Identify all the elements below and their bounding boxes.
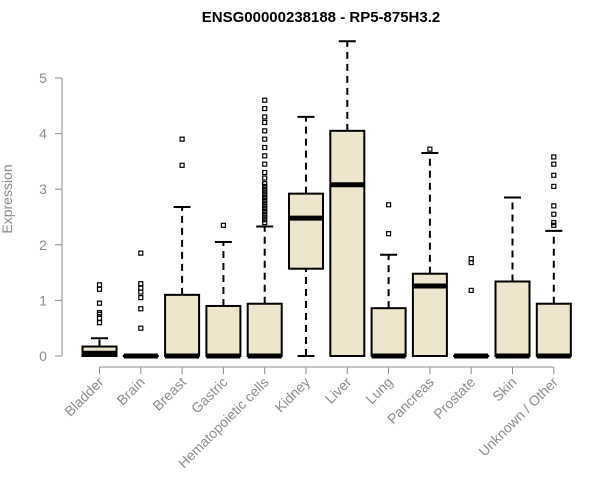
outlier-point	[386, 231, 392, 237]
outlier-point	[262, 97, 268, 103]
outlier-point	[468, 256, 474, 262]
box-group	[411, 146, 448, 358]
outlier-point	[262, 169, 268, 176]
outlier-point	[138, 306, 144, 312]
y-tick-label: 5	[39, 70, 47, 86]
outlier-point	[262, 114, 268, 120]
box-group	[122, 250, 159, 359]
x-tick-label: Kidney	[272, 374, 314, 416]
box	[164, 293, 201, 357]
plot-area	[81, 40, 572, 359]
y-axis: 0 1 2 3 4 5	[39, 70, 63, 364]
y-tick-label: 4	[39, 126, 47, 142]
outlier-point	[179, 162, 185, 168]
outlier-point	[262, 192, 268, 198]
outlier-point	[468, 287, 474, 293]
outlier-point	[262, 144, 268, 151]
outlier-point	[551, 219, 557, 226]
outlier-point	[262, 203, 268, 209]
x-tick-label: Breast	[149, 374, 189, 414]
outlier-point	[427, 146, 433, 152]
outlier-point	[551, 222, 557, 228]
x-tick-label: Lung	[362, 374, 395, 407]
box	[205, 304, 242, 357]
box-group	[81, 282, 118, 358]
box-group	[246, 97, 283, 359]
box-group	[164, 136, 201, 359]
outlier-point	[262, 186, 268, 192]
y-tick-label: 3	[39, 181, 47, 197]
outlier-point	[262, 206, 268, 212]
outlier-point	[262, 189, 268, 195]
y-tick-label: 0	[39, 348, 47, 364]
outlier-point	[262, 214, 268, 220]
outlier-point	[262, 219, 268, 226]
outlier-point	[262, 161, 268, 167]
outlier-point	[138, 295, 144, 301]
outlier-point	[262, 136, 268, 142]
x-tick-label: Brain	[113, 374, 147, 408]
outlier-point	[551, 203, 557, 209]
outlier-point	[96, 300, 103, 306]
box	[370, 307, 407, 357]
chart-title: ENSG00000238188 - RP5-875H3.2	[202, 9, 441, 26]
outlier-point	[551, 183, 557, 190]
outlier-point	[551, 154, 557, 160]
outlier-point	[138, 281, 144, 287]
outlier-point	[262, 119, 268, 126]
y-axis-label: Expression	[0, 164, 15, 233]
outlier-point	[262, 208, 268, 215]
outlier-point	[138, 250, 144, 256]
outlier-point	[262, 105, 268, 112]
box-group	[494, 196, 531, 359]
outlier-point	[551, 172, 557, 178]
outlier-point	[262, 153, 268, 159]
box	[288, 192, 324, 270]
outlier-point	[262, 217, 268, 223]
outlier-point	[262, 175, 268, 181]
box-group	[453, 256, 490, 359]
outlier-point	[386, 202, 392, 208]
outlier-point	[262, 197, 268, 203]
outlier-point	[551, 211, 557, 217]
outlier-point	[96, 282, 103, 288]
x-tick-label: Liver	[322, 374, 355, 407]
box	[494, 280, 531, 357]
outlier-point	[220, 222, 226, 228]
box-group	[370, 202, 407, 359]
outlier-point	[262, 183, 268, 190]
outlier-point	[262, 181, 268, 187]
outlier-point	[262, 200, 268, 206]
outlier-point	[262, 128, 268, 134]
outlier-point	[96, 286, 103, 292]
box-group	[288, 115, 324, 357]
outlier-point	[262, 194, 268, 201]
box-group	[329, 40, 366, 357]
box	[535, 302, 572, 357]
y-tick-label: 2	[39, 237, 47, 253]
x-tick-label: Prostate	[430, 374, 478, 422]
outlier-point	[96, 320, 103, 326]
outlier-point	[551, 161, 557, 167]
box	[329, 129, 366, 357]
x-tick-label: Bladder	[61, 374, 107, 420]
x-tick-label: Skin	[489, 374, 520, 405]
y-tick-label: 1	[39, 292, 47, 308]
box	[246, 302, 283, 357]
outlier-point	[96, 310, 103, 316]
box-group	[535, 154, 572, 359]
outlier-point	[179, 136, 185, 142]
outlier-point	[138, 325, 144, 331]
box-group	[205, 222, 242, 359]
outlier-point	[262, 211, 268, 217]
